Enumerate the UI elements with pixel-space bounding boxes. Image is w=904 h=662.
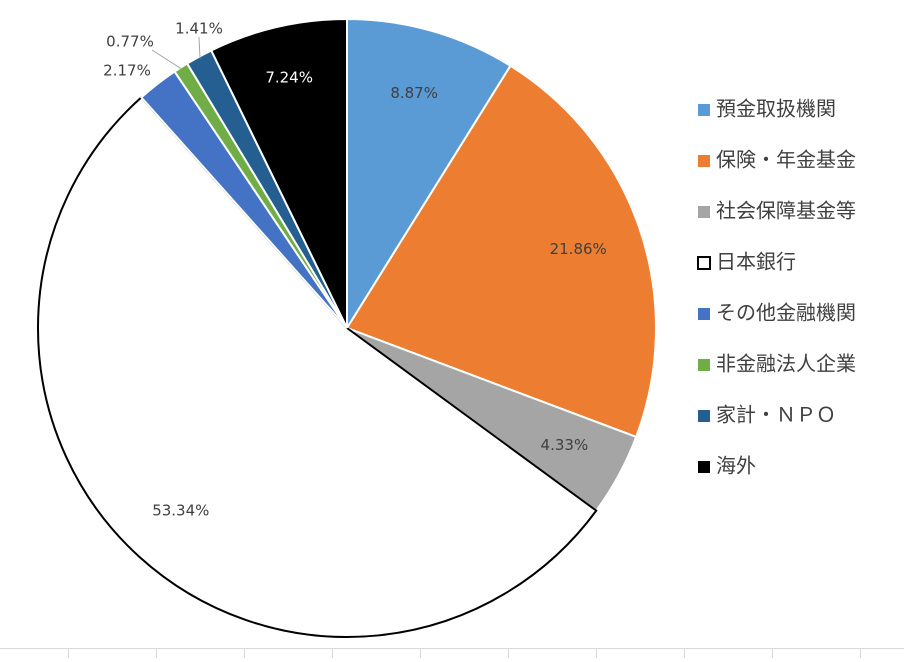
legend-swatch-保険・年金基金 (698, 155, 710, 167)
data-labels: 8.87% 21.86% 4.33% 53.34% 2.17% 0.77% 1.41% 7.2… (103, 20, 607, 520)
slice-海外 (209, 17, 348, 329)
data-label-その他金融機関: 2.17% (103, 62, 151, 80)
legend: 預金取扱機関保険・年金基金社会保障基金等日本銀行その他金融機関非金融法人企業家計… (697, 97, 856, 478)
data-label-非金融法人企業: 0.77% (106, 33, 154, 51)
legend-swatch-日本銀行 (697, 256, 711, 270)
slice-預金取扱機関 (346, 17, 512, 332)
legend-label-保険・年金基金: 保険・年金基金 (716, 148, 856, 172)
legend-label-非金融法人企業: 非金融法人企業 (716, 352, 856, 376)
slice-日本銀行 (37, 95, 598, 638)
leader-line-家計・ＮＰＯ (198, 36, 201, 59)
legend-swatch-その他金融機関 (698, 308, 710, 320)
legend-swatch-預金取扱機関 (698, 104, 710, 116)
pie-slices (37, 17, 657, 638)
legend-label-日本銀行: 日本銀行 (716, 250, 796, 274)
sheet-grid-tick (508, 648, 509, 658)
sheet-grid-tick (332, 648, 333, 658)
leader-lines (151, 36, 201, 70)
legend-label-社会保障基金等: 社会保障基金等 (716, 199, 856, 223)
sheet-grid-tick (772, 648, 773, 658)
data-label-社会保障基金等: 4.33% (541, 436, 589, 454)
leader-line-非金融法人企業 (151, 49, 183, 70)
sheet-grid-tick (596, 648, 597, 658)
legend-swatch-社会保障基金等 (698, 206, 710, 218)
data-label-家計・ＮＰＯ: 1.41% (175, 20, 223, 38)
sheet-grid-tick (156, 648, 157, 658)
data-label-預金取扱機関: 8.87% (390, 84, 438, 102)
data-label-日本銀行: 53.34% (152, 501, 209, 519)
sheet-grid-tick (860, 648, 861, 658)
legend-swatch-家計・ＮＰＯ (698, 410, 710, 422)
legend-label-その他金融機関: その他金融機関 (716, 301, 856, 325)
legend-swatch-海外 (698, 461, 710, 473)
sheet-grid-tick (68, 648, 69, 658)
slice-保険・年金基金 (345, 64, 657, 439)
legend-label-預金取扱機関: 預金取扱機関 (716, 97, 836, 121)
data-label-海外: 7.24% (265, 69, 313, 87)
data-label-保険・年金基金: 21.86% (550, 240, 607, 258)
legend-swatch-非金融法人企業 (698, 359, 710, 371)
legend-label-海外: 海外 (716, 454, 756, 478)
sheet-grid-rule (0, 648, 904, 649)
sheet-grid-tick (420, 648, 421, 658)
sheet-grid-tick (244, 648, 245, 658)
legend-label-家計・ＮＰＯ: 家計・ＮＰＯ (716, 403, 836, 427)
sheet-grid-tick (684, 648, 685, 658)
